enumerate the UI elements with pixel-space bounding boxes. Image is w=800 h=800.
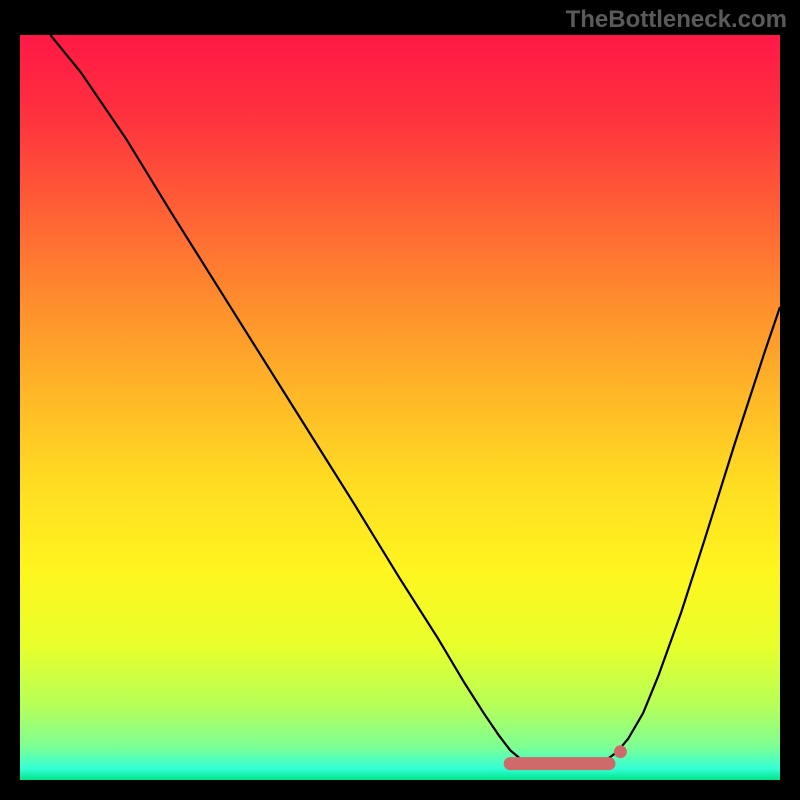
plot-gradient-background [20,35,780,780]
bottleneck-curve-chart [0,0,800,800]
optimal-range-end-dot [614,745,627,758]
